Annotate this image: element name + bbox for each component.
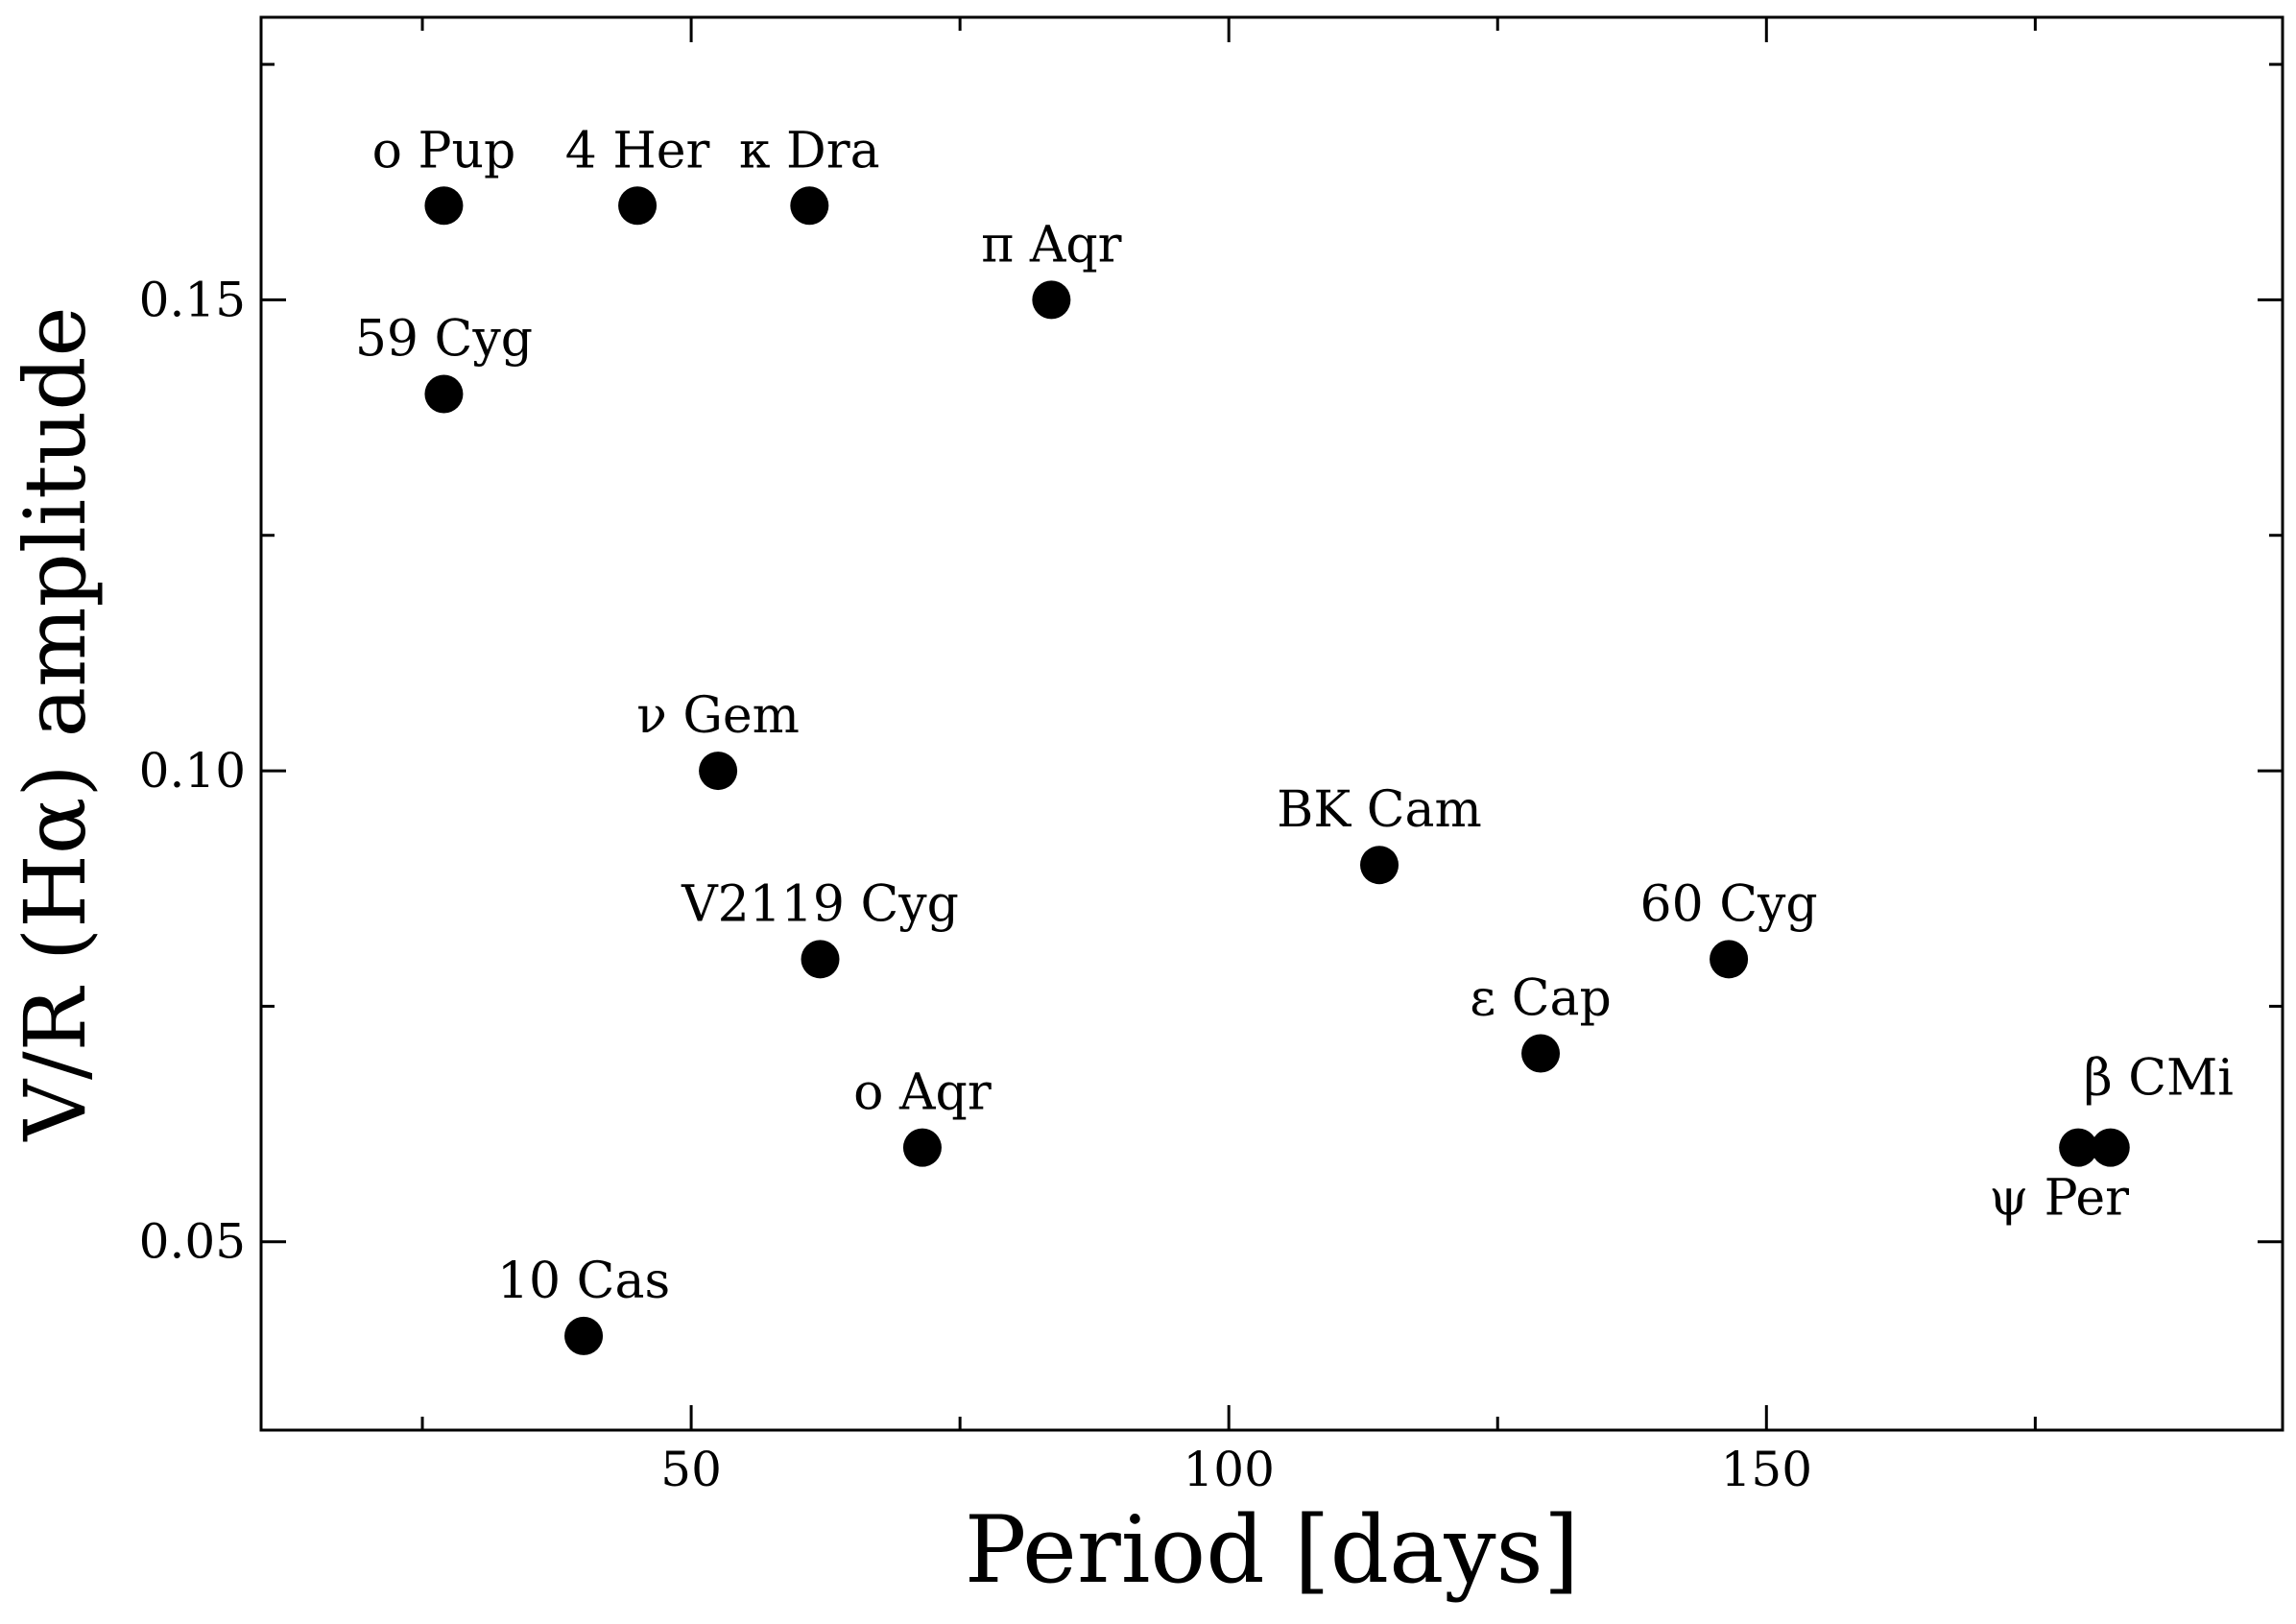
axis-tick-labels: 50 100 150 0.05 0.10 0.15	[139, 272, 1812, 1497]
x-tick-label: 150	[1721, 1442, 1812, 1497]
data-point	[1710, 940, 1749, 979]
data-point-label: ν Gem	[636, 687, 800, 745]
data-point	[564, 1316, 604, 1355]
data-point-label: 60 Cyg	[1640, 875, 1818, 933]
data-point	[618, 186, 658, 226]
axis-ticks	[261, 17, 2283, 1430]
data-point	[790, 186, 829, 226]
data-point-label: V2119 Cyg	[681, 875, 959, 933]
data-point-label: ε Cap	[1470, 969, 1612, 1027]
data-point	[1360, 846, 1399, 885]
x-tick-label: 100	[1183, 1442, 1274, 1497]
y-tick-label: 0.10	[139, 743, 246, 799]
data-point-label: π Aqr	[981, 216, 1122, 274]
data-point	[902, 1128, 942, 1167]
data-points	[424, 186, 2130, 1355]
data-point-label: κ Dra	[739, 122, 880, 179]
data-point	[424, 186, 464, 226]
data-point	[801, 940, 840, 979]
data-point-label: 4 Her	[565, 122, 710, 179]
data-point	[2059, 1128, 2098, 1167]
data-point-labels: o Pup 4 Her κ Dra π Aqr 59 Cyg ν Gem V2119 Cyg…	[355, 122, 2234, 1310]
data-point-label: o Aqr	[853, 1064, 992, 1122]
data-point-label: β CMi	[2084, 1050, 2234, 1108]
data-point-label: BK Cam	[1277, 781, 1482, 839]
data-point-label: 10 Cas	[497, 1253, 670, 1310]
data-point-label: ψ Per	[1989, 1170, 2129, 1228]
y-tick-label: 0.15	[139, 272, 246, 327]
data-point	[424, 374, 464, 414]
y-tick-label: 0.05	[139, 1214, 246, 1270]
y-axis-label: V/R (Hα) amplitude	[6, 306, 105, 1141]
data-point	[699, 752, 738, 791]
data-point-label: o Pup	[372, 122, 516, 179]
data-point-label: 59 Cyg	[355, 311, 533, 369]
x-axis-label: Period [days]	[965, 1496, 1580, 1604]
data-point	[1032, 280, 1071, 320]
data-point	[1521, 1034, 1561, 1073]
data-point	[2091, 1128, 2130, 1167]
plot-frame	[259, 15, 2284, 1432]
x-tick-label: 50	[660, 1442, 722, 1497]
